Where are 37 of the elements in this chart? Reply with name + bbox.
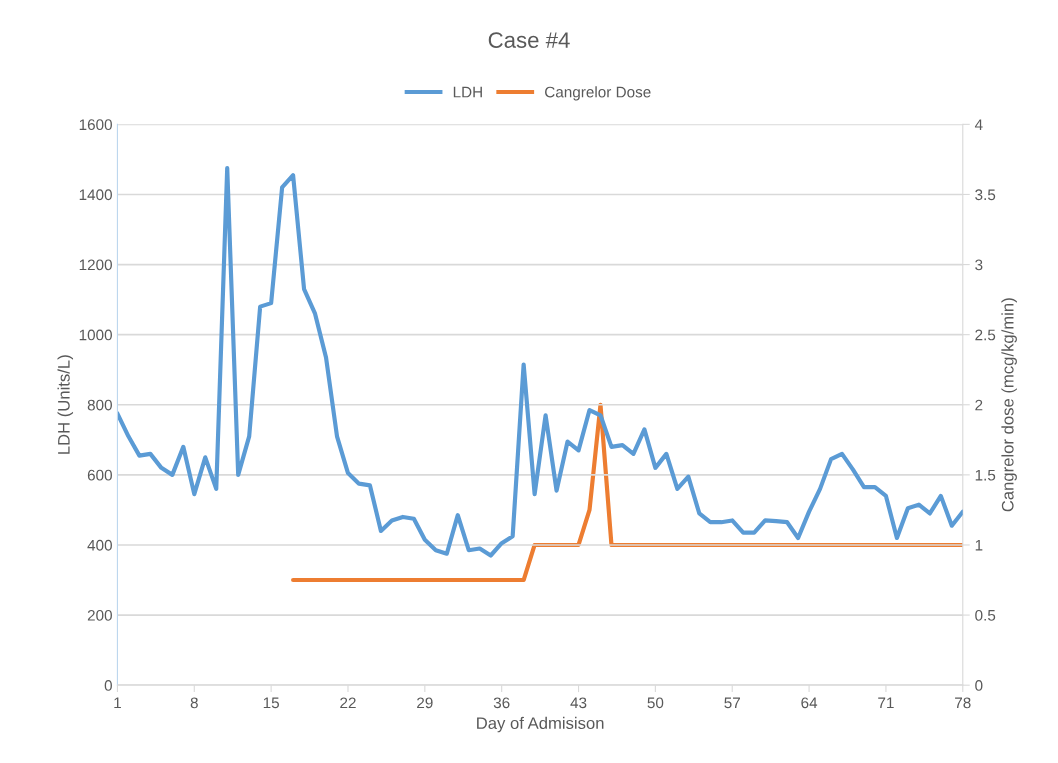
chart-title: Case #4 <box>488 32 570 48</box>
y-tick-label: 800 <box>87 399 112 411</box>
x-tick-label: 57 <box>724 697 740 709</box>
y-tick-label: 1000 <box>79 329 112 341</box>
y-tick-label: 200 <box>87 609 112 621</box>
y-tick-label: 400 <box>87 539 112 551</box>
x-tick-label: 50 <box>647 697 664 709</box>
y2-tick-label: 0 <box>975 680 983 691</box>
y2-axis-title: Cangrelor dose (mcg/kg/min) <box>1001 298 1017 512</box>
x-tick-label: 71 <box>878 697 894 709</box>
y2-tick-label: 0.5 <box>975 609 996 621</box>
x-tick-label: 78 <box>955 697 971 709</box>
y2-tick-label: 2.5 <box>975 329 996 341</box>
x-tick-label: 36 <box>493 697 510 709</box>
x-axis-title: Day of Admisison <box>477 716 604 733</box>
x-tick-label: 64 <box>801 697 818 709</box>
y2-tick-label: 4 <box>974 119 983 130</box>
y-tick-label: 1200 <box>79 259 112 271</box>
x-tick-label: 43 <box>570 697 587 709</box>
legend-label: LDH <box>453 86 482 98</box>
y2-tick-label: 3 <box>975 259 983 271</box>
line-series <box>291 402 963 583</box>
x-tick-label: 22 <box>340 697 356 709</box>
y2-tick-label: 1 <box>975 540 983 551</box>
y-tick-label: 600 <box>87 469 112 481</box>
y-tick-label: 0 <box>104 680 112 691</box>
y2-tick-label: 3.5 <box>975 189 996 201</box>
x-tick-label: 15 <box>263 697 279 709</box>
x-tick-label: 1 <box>114 697 121 709</box>
y-tick-label: 1400 <box>79 189 112 201</box>
legend-label: Cangrelor Dose <box>545 86 651 101</box>
x-tick-label: 29 <box>417 697 433 709</box>
x-tick-label: 8 <box>190 697 198 709</box>
y-axis-title: LDH (Units/L) <box>57 355 74 454</box>
y-tick-label: 1600 <box>79 119 112 131</box>
y2-tick-label: 2 <box>975 399 983 411</box>
y2-tick-label: 1.5 <box>975 469 996 481</box>
